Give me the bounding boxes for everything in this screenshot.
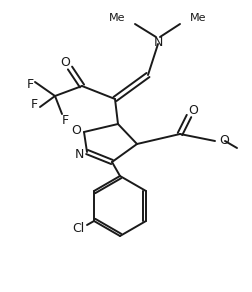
Text: Me: Me: [109, 13, 125, 23]
Text: Me: Me: [190, 13, 206, 23]
Text: Cl: Cl: [72, 223, 84, 236]
Text: N: N: [74, 147, 84, 161]
Text: N: N: [153, 36, 163, 50]
Text: O: O: [71, 124, 81, 136]
Text: F: F: [61, 114, 69, 126]
Text: F: F: [30, 98, 38, 112]
Text: O: O: [188, 105, 198, 117]
Text: O: O: [219, 135, 229, 147]
Text: F: F: [26, 79, 34, 91]
Text: O: O: [60, 56, 70, 69]
